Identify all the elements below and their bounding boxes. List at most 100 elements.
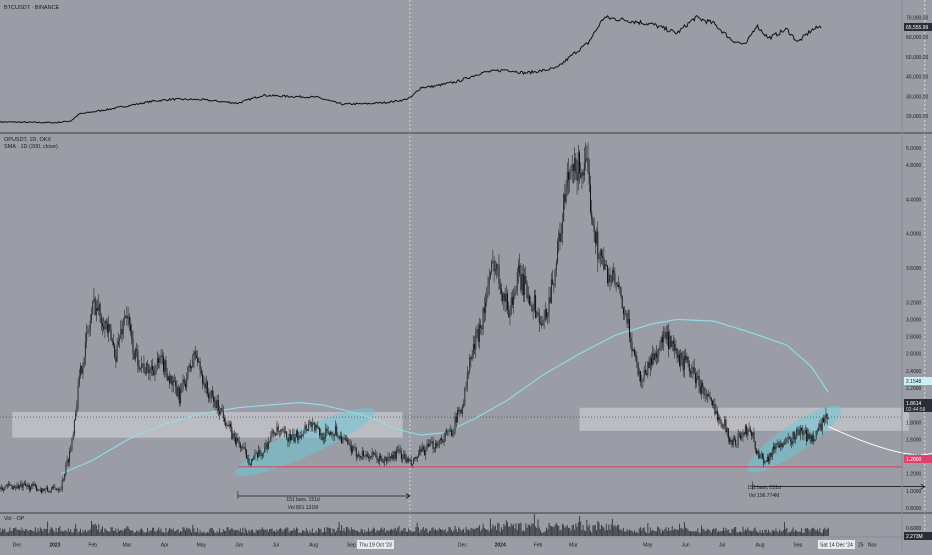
volume-bar [5, 532, 7, 536]
candle-body [436, 442, 438, 447]
volume-bar [755, 530, 757, 536]
candle-body [403, 453, 405, 459]
resistance-zone-2[interactable] [579, 407, 909, 431]
candle-body [14, 486, 16, 488]
candle-body [791, 441, 793, 445]
volume-value-tag: 2.273M [904, 532, 932, 540]
candle-body [814, 439, 816, 442]
volume-bar [452, 532, 454, 536]
btc-price-line[interactable] [0, 14, 822, 124]
candle-body [39, 489, 41, 490]
volume-bar [679, 523, 681, 536]
marker-layer [0, 0, 926, 537]
candle-body [691, 372, 693, 374]
btc-price-axis[interactable]: 70,000.00 60,000.00 50,000.00 40,000.00 30,0… [906, 16, 928, 121]
candle-body [624, 313, 626, 315]
candle-body [580, 173, 582, 178]
volume-bar [25, 529, 27, 536]
volume-bar [763, 532, 765, 536]
candle-body [223, 418, 225, 422]
candle-body [460, 409, 462, 414]
btc-price-axis-tick: 20,000.00 [906, 114, 928, 120]
volume-bar [195, 531, 197, 536]
volume-bar [576, 527, 578, 536]
volume-bar [775, 528, 777, 536]
volume-bar [49, 529, 51, 536]
projection-curve[interactable] [828, 407, 932, 456]
candle-body [668, 331, 670, 350]
candle-body [716, 410, 718, 421]
volume-bar [293, 528, 295, 536]
candle-body [36, 485, 38, 491]
btc-symbol-label[interactable]: BTCUSDT · BINANCE [4, 5, 60, 11]
volume-bar [610, 524, 612, 536]
candle-body [809, 434, 811, 440]
measure-1-arrowhead [405, 493, 411, 499]
volume-bar [733, 527, 735, 536]
volume-bar [449, 527, 451, 536]
volume-bar [816, 528, 818, 536]
highlight-ellipse-1[interactable] [230, 398, 381, 487]
candle-body [172, 380, 174, 386]
volume-bar [70, 529, 72, 536]
volume-bar [488, 531, 490, 536]
candle-body [483, 307, 485, 313]
volume-bar [548, 522, 550, 536]
candle-body [675, 348, 677, 351]
candle-body [759, 454, 761, 459]
candle-body [663, 332, 665, 343]
volume-bar [461, 530, 463, 536]
volume-bar [69, 531, 71, 536]
candle-body [54, 487, 56, 489]
volume-bar [231, 527, 233, 536]
volume-bar [532, 524, 534, 536]
volume-bar [241, 532, 243, 536]
volume-bar [508, 526, 510, 536]
volume-bar [173, 531, 175, 536]
candle-body [67, 459, 69, 463]
volume-bar [450, 529, 452, 536]
volume-axis[interactable]: 0.6000 [906, 526, 922, 532]
candle-body [650, 357, 652, 365]
sma-200-line[interactable] [60, 318, 829, 475]
volume-bars [0, 514, 829, 536]
volume-bar [716, 532, 718, 536]
candle-body [274, 433, 275, 434]
volume-bar [735, 527, 737, 536]
volume-bar [291, 530, 293, 536]
volume-bar [644, 531, 646, 536]
candle-body [735, 439, 737, 446]
candle-body [721, 424, 723, 427]
candle-body [425, 450, 427, 456]
candle-body [598, 259, 600, 260]
volume-bar [304, 531, 306, 536]
time-axis-tick: Dec [13, 543, 22, 549]
time-axis-tick: Jun [682, 543, 690, 549]
candle-body [763, 457, 765, 464]
volume-label[interactable]: Vol · OP [4, 516, 25, 522]
op-symbol-label[interactable]: OPUSDT, 1D, OKX [4, 137, 51, 143]
candle-body [557, 241, 559, 263]
volume-bar [330, 528, 332, 536]
volume-bar [622, 527, 624, 536]
volume-bar [193, 528, 195, 536]
volume-bar [499, 531, 501, 536]
candle-body [156, 358, 158, 366]
candle-body [660, 337, 662, 344]
candle-body [38, 489, 40, 490]
volume-bar [714, 529, 716, 536]
volume-bar [116, 531, 118, 536]
candle-body [327, 431, 329, 434]
candle-body [123, 317, 125, 320]
candle-body [597, 231, 599, 260]
volume-bar [3, 529, 5, 536]
candle-body [633, 349, 635, 355]
volume-bar [294, 530, 296, 536]
candle-body [648, 361, 650, 368]
sma-indicator-label[interactable]: SMA · 1D (200, close) [4, 144, 58, 150]
volume-bar [92, 524, 94, 536]
candle-body [796, 429, 798, 438]
volume-bar [393, 528, 395, 536]
